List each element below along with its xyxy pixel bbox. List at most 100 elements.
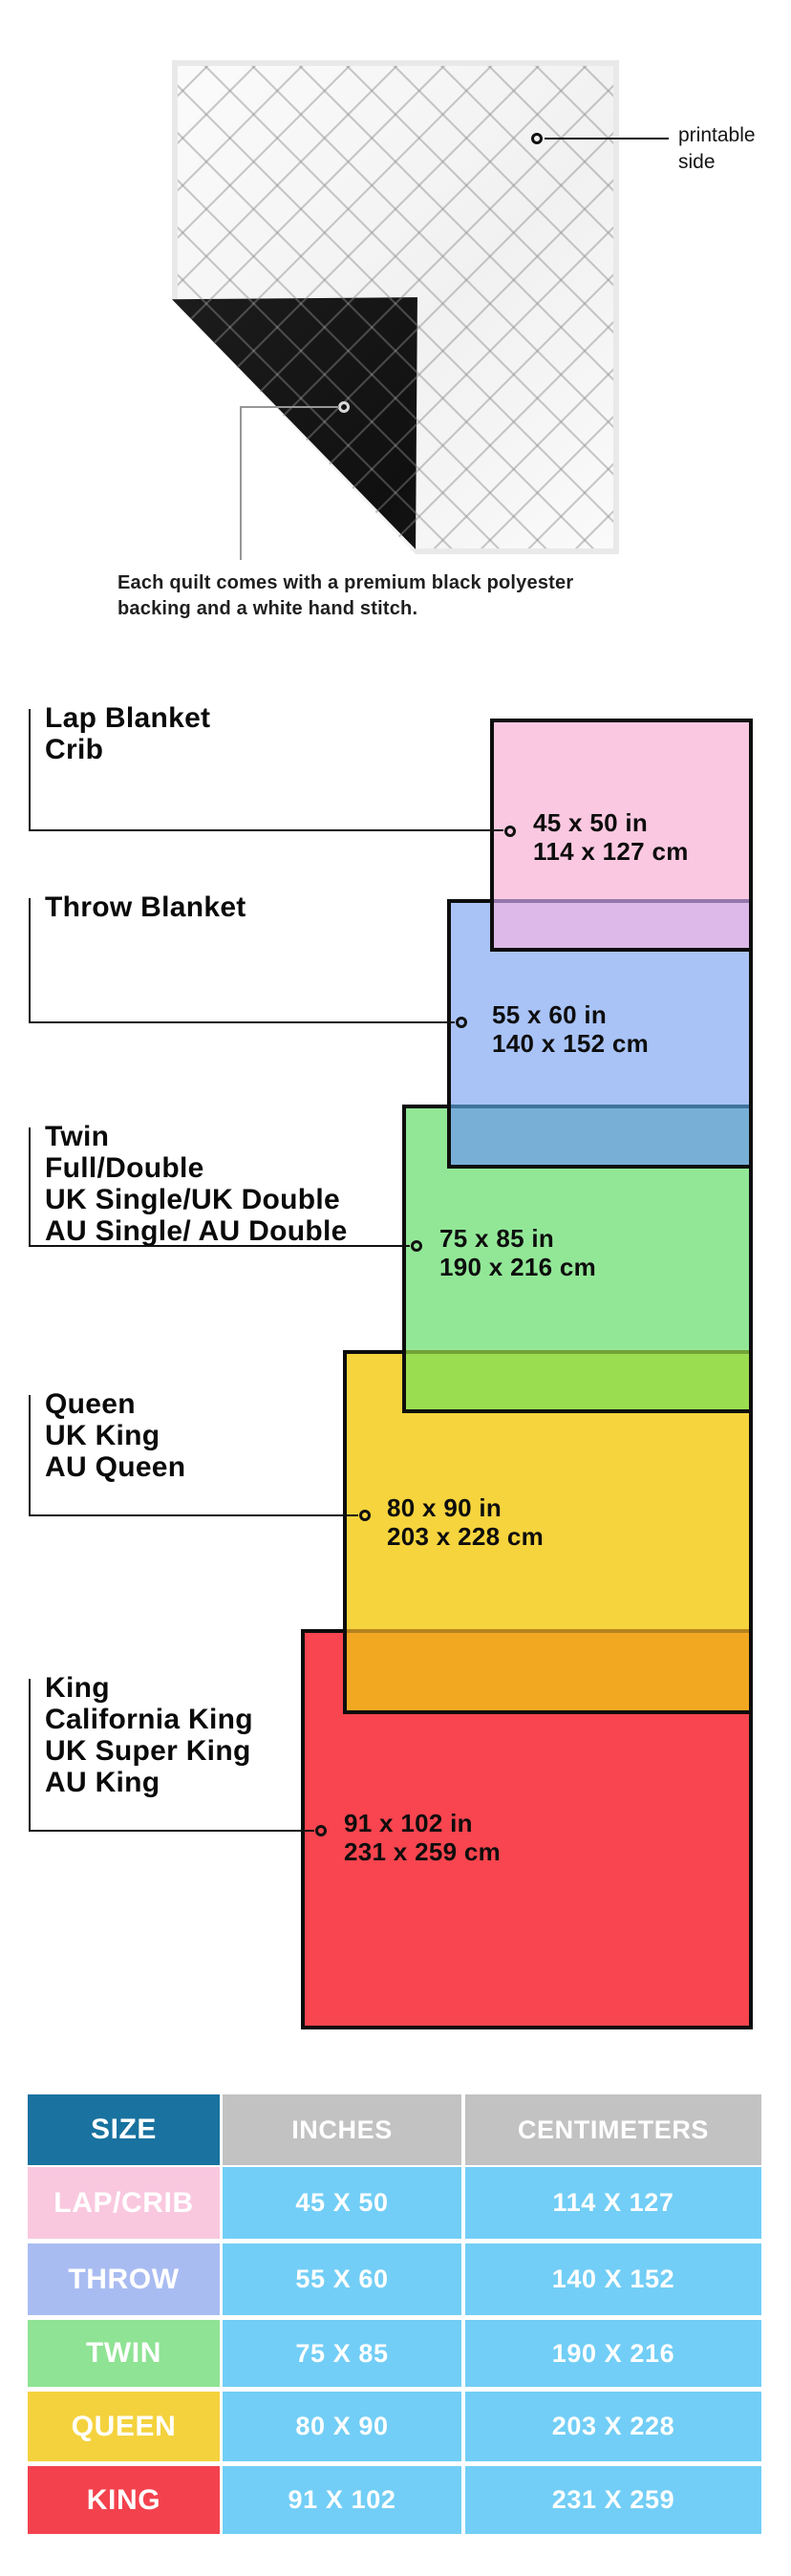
size-label-line: Lap Blanket xyxy=(45,702,211,734)
king-top-border-muted xyxy=(343,1629,753,1633)
lap-dimensions: 45 x 50 in 114 x 127 cm xyxy=(533,808,689,866)
printable-side-label-line2: side xyxy=(678,151,716,173)
queen-bracket-h xyxy=(29,1514,358,1516)
throw-dimensions: 55 x 60 in 140 x 152 cm xyxy=(492,1000,649,1058)
printable-side-leader-line xyxy=(545,138,669,140)
table-cell-cm: 140 X 152 xyxy=(465,2243,761,2315)
king-bracket-h xyxy=(29,1830,314,1832)
table-row-queen: QUEEN 80 X 90 203 X 228 xyxy=(28,2392,761,2461)
backing-leader-line-v xyxy=(240,406,242,560)
king-border-top xyxy=(301,1629,347,1633)
table-row-throw: THROW 55 X 60 140 X 152 xyxy=(28,2243,761,2315)
throw-inches: 55 x 60 in xyxy=(492,1000,608,1029)
throw-border-right xyxy=(749,899,753,1169)
lap-border-left xyxy=(490,719,494,952)
lap-border-bottom xyxy=(490,948,753,952)
throw-bracket-h xyxy=(29,1021,455,1023)
queen-bracket-v xyxy=(29,1395,31,1515)
queen-border-right xyxy=(749,1350,753,1714)
twin-queen-overlap xyxy=(402,1350,753,1413)
table-cell-inches: 55 X 60 xyxy=(223,2243,461,2315)
table-header-size: SIZE xyxy=(28,2094,220,2165)
quilt-caption: Each quilt comes with a premium black po… xyxy=(118,570,573,622)
throw-point-icon xyxy=(456,1017,467,1028)
king-cm: 231 x 259 cm xyxy=(344,1837,502,1866)
lap-border-right xyxy=(749,719,753,952)
printable-side-label-line1: printable xyxy=(678,124,756,146)
throw-border-bottom xyxy=(447,1165,753,1169)
table-row-label: KING xyxy=(28,2466,220,2534)
lap-bracket-h xyxy=(29,829,503,831)
lap-bracket-v xyxy=(29,709,31,831)
king-bracket-v xyxy=(29,1679,31,1832)
queen-dimensions: 80 x 90 in 203 x 228 cm xyxy=(387,1493,544,1551)
table-cell-cm: 114 X 127 xyxy=(465,2167,761,2239)
twin-inches: 75 x 85 in xyxy=(439,1224,555,1253)
king-point-icon xyxy=(315,1825,327,1836)
size-label-line: UK Single/UK Double xyxy=(45,1184,341,1215)
queen-point-icon xyxy=(359,1510,371,1521)
quilt-caption-line2: backing and a white hand stitch. xyxy=(118,598,418,619)
twin-cm: 190 x 216 cm xyxy=(439,1253,597,1281)
king-border-bottom xyxy=(301,2026,753,2029)
printable-side-label: printable side xyxy=(678,122,756,176)
quilt-illustration xyxy=(172,60,619,554)
table-row-label: TWIN xyxy=(28,2320,220,2387)
size-label-lap: Lap Blanket Crib xyxy=(45,702,210,765)
size-label-line: Queen xyxy=(45,1388,136,1420)
size-label-king: King California King UK Super King AU Ki… xyxy=(45,1672,253,1798)
twin-top-border-muted xyxy=(447,1105,753,1108)
size-label-line: UK Super King xyxy=(45,1735,251,1767)
size-label-line: Crib xyxy=(45,734,104,765)
lap-cm: 114 x 127 cm xyxy=(533,837,689,866)
throw-cm: 140 x 152 cm xyxy=(492,1029,650,1058)
size-label-line: Twin xyxy=(45,1121,110,1152)
table-row-lap: LAP/CRIB 45 X 50 114 X 127 xyxy=(28,2167,761,2239)
queen-border-top xyxy=(343,1350,406,1354)
table-cell-inches: 45 X 50 xyxy=(223,2167,461,2239)
backing-marker-icon xyxy=(338,401,350,413)
size-label-line: AU Single/ AU Double xyxy=(45,1215,348,1247)
table-cell-cm: 203 X 228 xyxy=(465,2392,761,2461)
twin-border-bottom xyxy=(402,1409,753,1413)
twin-dimensions: 75 x 85 in 190 x 216 cm xyxy=(439,1224,596,1281)
twin-border-top xyxy=(402,1105,451,1108)
size-label-line: Full/Double xyxy=(45,1152,204,1184)
queen-top-border-muted xyxy=(402,1350,753,1354)
lap-inches: 45 x 50 in xyxy=(533,808,649,837)
size-label-line: AU King xyxy=(45,1767,160,1798)
size-label-line: California King xyxy=(45,1704,253,1735)
table-cell-inches: 75 X 85 xyxy=(223,2320,461,2387)
lap-border-top xyxy=(490,719,753,722)
king-dimensions: 91 x 102 in 231 x 259 cm xyxy=(344,1809,501,1866)
king-border-right xyxy=(749,1629,753,2029)
table-cell-cm: 190 X 216 xyxy=(465,2320,761,2387)
throw-twin-overlap xyxy=(447,1105,753,1169)
queen-inches: 80 x 90 in xyxy=(387,1493,502,1522)
throw-bracket-v xyxy=(29,898,31,1022)
throw-top-border-muted xyxy=(490,899,753,903)
twin-point-icon xyxy=(411,1240,422,1252)
twin-border-right xyxy=(749,1105,753,1413)
table-header-row: SIZE INCHES CENTIMETERS xyxy=(28,2094,761,2165)
queen-border-left xyxy=(343,1350,347,1714)
twin-bracket-v xyxy=(29,1127,31,1246)
printable-side-marker-icon xyxy=(531,133,543,144)
table-row-label: LAP/CRIB xyxy=(28,2167,220,2239)
lap-throw-overlap xyxy=(490,899,753,952)
table-cell-inches: 91 X 102 xyxy=(223,2466,461,2534)
size-label-twin: Twin Full/Double UK Single/UK Double AU … xyxy=(45,1121,348,1247)
size-label-queen: Queen UK King AU Queen xyxy=(45,1388,185,1483)
table-header-inches: INCHES xyxy=(223,2094,461,2165)
throw-border-top xyxy=(447,899,494,903)
size-label-line: AU Queen xyxy=(45,1451,186,1483)
table-row-label: QUEEN xyxy=(28,2392,220,2461)
twin-border-left xyxy=(402,1105,406,1413)
lap-point-icon xyxy=(504,826,516,837)
table-row-twin: TWIN 75 X 85 190 X 216 xyxy=(28,2320,761,2387)
size-label-throw: Throw Blanket xyxy=(45,891,246,923)
size-label-line: King xyxy=(45,1672,110,1704)
size-label-line: Throw Blanket xyxy=(45,891,246,923)
quilt-caption-line1: Each quilt comes with a premium black po… xyxy=(118,572,574,593)
